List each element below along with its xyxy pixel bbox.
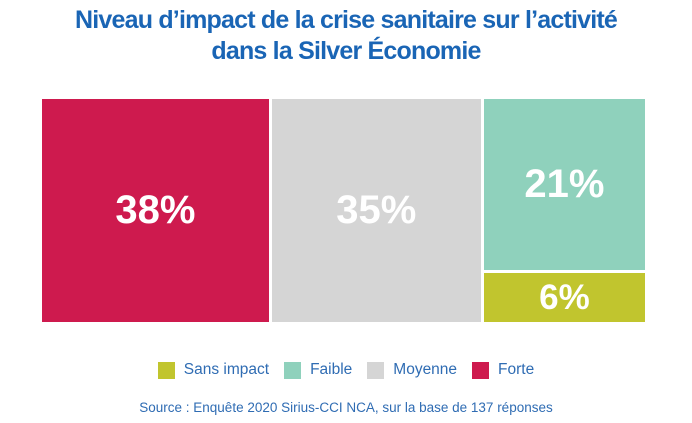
- chart-title-line1: Niveau d’impact de la crise sanitaire su…: [75, 6, 618, 34]
- legend-label-sans-impact: Sans impact: [183, 361, 270, 378]
- chart-segment-sans-impact: 6%: [483, 273, 645, 322]
- chart-title: Niveau d’impact de la crise sanitaire su…: [0, 5, 692, 67]
- source-note: Source : Enquête 2020 Sirius-CCI NCA, su…: [139, 400, 553, 415]
- legend-swatch-moyenne: [367, 361, 385, 379]
- legend-item-sans-impact: Sans impact: [157, 361, 270, 379]
- chart-legend: Sans impact Faible Moyenne Forte: [0, 361, 692, 379]
- legend-label-moyenne: Moyenne: [393, 361, 458, 378]
- chart-segment-moyenne: 35%: [271, 99, 481, 322]
- legend-swatch-forte: [472, 361, 490, 379]
- legend-swatch-sans-impact: [157, 361, 175, 379]
- legend-item-faible: Faible: [284, 361, 352, 379]
- legend-item-forte: Forte: [472, 361, 534, 379]
- chart-title-line2: dans la Silver Économie: [211, 37, 481, 65]
- chart-segment-forte: 38%: [42, 99, 269, 322]
- legend-swatch-faible: [284, 361, 302, 379]
- legend-item-moyenne: Moyenne: [367, 361, 457, 379]
- segment-value-label-faible: 21%: [524, 162, 605, 207]
- legend-label-forte: Forte: [498, 361, 535, 378]
- chart-segment-faible: 21%: [483, 99, 645, 271]
- segment-value-label-sans-impact: 6%: [539, 277, 590, 317]
- chart-column-faible-sans-impact: 21% 6%: [483, 99, 645, 322]
- legend-label-faible: Faible: [310, 361, 353, 378]
- segment-value-label-moyenne: 35%: [336, 188, 417, 232]
- stacked-bar-chart: 38% 35% 21% 6%: [42, 99, 645, 322]
- segment-value-label-forte: 38%: [115, 188, 196, 232]
